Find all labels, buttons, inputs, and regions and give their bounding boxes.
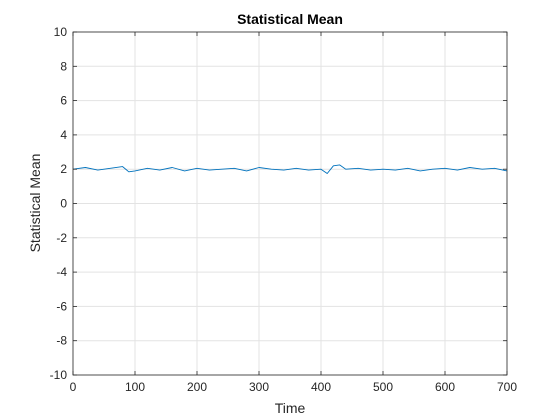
series-line-0 bbox=[72, 164, 508, 174]
x-tick-label: 700 bbox=[497, 380, 517, 394]
ticks: 0 100 200 300 400 500 600 700 -10 -8 -6 -4 -2 0 2 4 6 8 10 bbox=[50, 25, 518, 394]
y-tick-label: 10 bbox=[54, 25, 68, 39]
y-tick-label: -4 bbox=[56, 265, 67, 279]
x-tick-label: 100 bbox=[125, 380, 145, 394]
y-tick-label: -8 bbox=[56, 334, 67, 348]
x-tick-label: 300 bbox=[249, 380, 269, 394]
y-tick-label: 2 bbox=[60, 162, 67, 176]
y-tick-label: 6 bbox=[60, 94, 67, 108]
x-tick-label: 500 bbox=[373, 380, 393, 394]
y-tick-label: -2 bbox=[56, 231, 67, 245]
chart-title: Statistical Mean bbox=[237, 11, 343, 27]
y-axis-label: Statistical Mean bbox=[27, 154, 43, 253]
y-tick-label: -10 bbox=[50, 368, 68, 382]
x-axis-label: Time bbox=[275, 400, 306, 416]
x-tick-label: 0 bbox=[70, 380, 77, 394]
grid bbox=[72, 31, 508, 376]
y-tick-label: 0 bbox=[60, 197, 67, 211]
series-group bbox=[72, 164, 508, 174]
y-tick-label: -6 bbox=[56, 299, 67, 313]
y-tick-label: 4 bbox=[60, 128, 67, 142]
x-tick-label: 400 bbox=[311, 380, 331, 394]
y-tick-label: 8 bbox=[60, 59, 67, 73]
x-tick-label: 200 bbox=[187, 380, 207, 394]
x-tick-label: 600 bbox=[435, 380, 455, 394]
